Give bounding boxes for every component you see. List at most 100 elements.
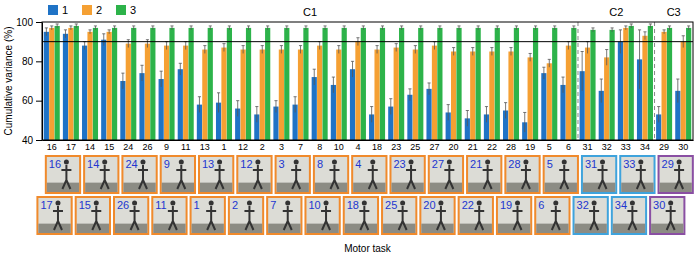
error-bar xyxy=(638,30,641,89)
bar xyxy=(380,28,385,140)
photo-label: 7 xyxy=(270,199,276,211)
error-bar xyxy=(313,69,316,85)
photo: 30 xyxy=(650,197,684,234)
x-tick-label: 19 xyxy=(525,142,535,152)
x-tick-label: 25 xyxy=(410,142,420,152)
photo-figure-head xyxy=(102,160,107,165)
error-bar xyxy=(280,46,283,54)
photo-label: 23 xyxy=(393,158,405,170)
y-tick-label: 80 xyxy=(22,56,34,67)
photo-figure-head xyxy=(515,201,520,206)
bar xyxy=(489,52,494,141)
x-tick-label: 28 xyxy=(506,142,516,152)
error-bar xyxy=(242,46,245,54)
photo-figure-head xyxy=(409,160,414,165)
photo: 24 xyxy=(122,156,156,193)
photo-figure xyxy=(91,206,101,230)
y-tick-mark xyxy=(36,22,42,23)
error-bar xyxy=(534,26,537,30)
error-bar xyxy=(485,107,488,123)
x-axis-line xyxy=(43,140,694,141)
x-tick: 34 xyxy=(640,142,650,152)
bar xyxy=(399,28,404,140)
error-bar xyxy=(433,42,436,50)
photo-figure-head xyxy=(630,201,635,206)
photo: 11 xyxy=(152,197,186,234)
error-bar xyxy=(477,26,480,30)
error-bar xyxy=(553,26,556,30)
photo-figure xyxy=(100,165,110,189)
x-tick: 23 xyxy=(391,142,401,152)
photo: 21 xyxy=(467,156,501,193)
error-bar xyxy=(337,46,340,54)
y-tick: 40 xyxy=(22,135,42,146)
photo-label: 27 xyxy=(432,158,444,170)
bar xyxy=(298,50,303,140)
x-tick-label: 34 xyxy=(640,142,650,152)
x-tick: 20 xyxy=(449,142,459,152)
error-bar xyxy=(452,48,455,56)
x-tick-label: 15 xyxy=(104,142,114,152)
photo-label: 33 xyxy=(623,158,635,170)
photo-figure xyxy=(253,165,263,189)
error-bar xyxy=(428,83,431,95)
photo-figure xyxy=(176,165,186,189)
photo-figure-head xyxy=(638,160,643,165)
photo: 32 xyxy=(574,197,608,234)
photo-label: 10 xyxy=(308,199,320,211)
x-tick-label: 14 xyxy=(85,142,95,152)
plot-area xyxy=(42,22,693,140)
photo-frame xyxy=(659,156,693,193)
error-bar xyxy=(657,107,660,123)
photo-figure xyxy=(244,206,254,230)
photo-figure xyxy=(598,165,608,189)
bar xyxy=(350,69,355,140)
photo-figure-head xyxy=(255,160,260,165)
error-bar xyxy=(362,26,365,30)
x-tick-label: 29 xyxy=(659,142,669,152)
x-tick: 7 xyxy=(298,142,303,152)
photo: 8 xyxy=(314,156,348,193)
photo-figure-head xyxy=(64,160,69,165)
error-bar xyxy=(299,46,302,54)
error-bar xyxy=(643,32,646,40)
photo-figure-head xyxy=(324,201,329,206)
x-tick: 14 xyxy=(85,142,95,152)
photo-label: 9 xyxy=(164,158,170,170)
error-bar xyxy=(217,93,220,113)
error-bar xyxy=(222,44,225,52)
error-bar xyxy=(132,26,135,30)
photo-label: 34 xyxy=(615,199,627,211)
error-bar xyxy=(381,26,384,30)
y-axis-title: Cumulative variance (%) xyxy=(3,27,14,136)
error-bar xyxy=(400,26,403,30)
bar xyxy=(145,44,150,140)
bar xyxy=(604,57,609,140)
bar xyxy=(126,44,131,140)
error-bar xyxy=(370,107,373,123)
error-bar xyxy=(542,67,545,79)
bar xyxy=(284,28,289,140)
x-tick: 32 xyxy=(602,142,612,152)
legend-label: 2 xyxy=(96,4,102,16)
error-bar xyxy=(447,105,450,121)
photo-figure-head xyxy=(447,160,452,165)
error-bar xyxy=(198,97,201,113)
bar xyxy=(183,46,188,140)
x-tick: 10 xyxy=(334,142,344,152)
bar xyxy=(394,48,399,140)
bar xyxy=(552,28,557,140)
bar xyxy=(456,28,461,140)
error-bar xyxy=(121,73,124,89)
photo: 9 xyxy=(161,156,195,193)
x-tick: 30 xyxy=(678,142,688,152)
error-bar xyxy=(572,26,575,30)
photo: 14 xyxy=(84,156,118,193)
photo-figure-head xyxy=(285,201,290,206)
error-bar xyxy=(88,30,91,34)
photo-figure-head xyxy=(247,201,252,206)
bar xyxy=(361,28,366,140)
error-bar xyxy=(318,42,321,50)
x-tick-label: 6 xyxy=(566,142,571,152)
photo-frame xyxy=(191,197,225,234)
